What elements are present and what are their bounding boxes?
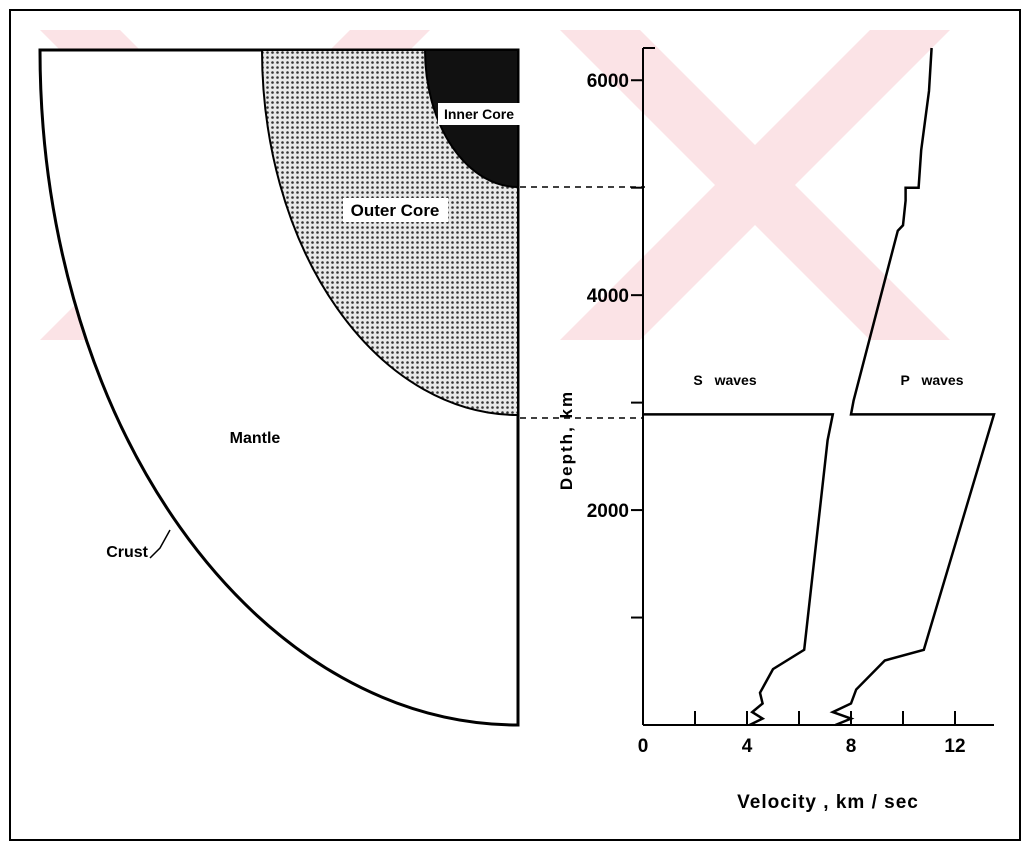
y-tick-label: 2000 — [587, 501, 629, 522]
crust-label: Crust — [106, 544, 148, 561]
x-tick-label: 12 — [944, 736, 965, 757]
y-tick-label: 4000 — [587, 286, 629, 307]
outer-core-label: Outer Core — [351, 201, 440, 220]
crust-pointer — [150, 530, 170, 558]
y-axis-label: Depth, km — [557, 390, 576, 490]
x-tick-label: 0 — [638, 736, 649, 757]
mantle-label: Mantle — [230, 430, 281, 447]
x-axis-label: Velocity , km / sec — [737, 792, 919, 813]
legend-label: S waves — [693, 372, 756, 388]
earth-section — [40, 50, 645, 725]
y-tick-label: 6000 — [587, 71, 629, 92]
x-tick-label: 4 — [742, 736, 753, 757]
legend-label: P waves — [900, 372, 963, 388]
inner-core-label: Inner Core — [444, 106, 514, 122]
x-tick-label: 8 — [846, 736, 857, 757]
series-line — [643, 414, 833, 725]
figure: Inner Core Outer Core Mantle Crust Depth… — [0, 0, 1030, 853]
